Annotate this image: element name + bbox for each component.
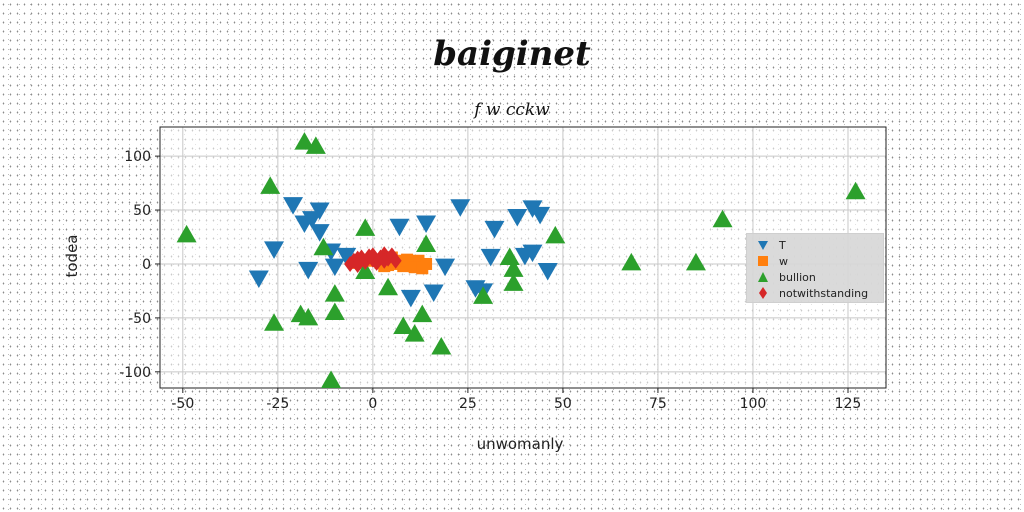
data-point xyxy=(283,197,304,215)
data-point xyxy=(248,270,269,288)
x-tick-label: -25 xyxy=(266,396,289,412)
data-point xyxy=(404,324,425,342)
data-point xyxy=(351,257,364,274)
data-point xyxy=(355,261,376,280)
data-point xyxy=(473,286,494,304)
data-point xyxy=(355,218,376,236)
y-tick-label: -50 xyxy=(128,311,151,327)
legend-label: w xyxy=(779,254,788,268)
legend-label: bullion xyxy=(779,270,816,284)
data-point xyxy=(423,284,444,303)
legend-entry-notwithstanding: notwithstanding xyxy=(757,285,868,301)
square-icon xyxy=(758,256,768,266)
data-point xyxy=(324,258,345,277)
y-tick-label: 0 xyxy=(142,257,151,273)
x-tick-label: 125 xyxy=(835,396,862,412)
chart-subtitle: f w cckw xyxy=(474,100,550,120)
data-point xyxy=(294,132,315,150)
legend-entry-t: T xyxy=(757,237,786,253)
x-tick-label: 0 xyxy=(368,396,377,412)
data-point xyxy=(264,241,285,259)
y-tick-label: 50 xyxy=(133,203,151,219)
data-point xyxy=(313,237,334,256)
data-point xyxy=(389,252,402,269)
data-point xyxy=(530,206,551,225)
data-point xyxy=(309,224,330,242)
data-point xyxy=(621,252,642,271)
legend: T w bullion notwithstanding xyxy=(746,233,884,303)
data-point xyxy=(393,316,414,335)
x-axis-label: unwomanly xyxy=(476,435,564,453)
legend-entry-bullion: bullion xyxy=(757,269,816,285)
y-axis-label: todea xyxy=(63,234,81,278)
data-point xyxy=(503,273,524,291)
data-point xyxy=(545,225,566,244)
data-point xyxy=(450,199,471,217)
data-point xyxy=(480,248,501,267)
diamond-icon xyxy=(759,287,767,299)
data-point xyxy=(507,209,528,227)
data-point xyxy=(484,220,505,239)
x-tick-label: 50 xyxy=(554,396,572,412)
data-point xyxy=(431,337,452,355)
data-point xyxy=(321,370,342,388)
data-point xyxy=(435,258,456,277)
data-point xyxy=(537,262,558,281)
chart-title: baiginet xyxy=(433,34,591,74)
data-point xyxy=(416,215,437,233)
data-point xyxy=(176,224,197,243)
data-point xyxy=(685,252,706,271)
data-point xyxy=(400,289,421,308)
data-point xyxy=(264,313,285,331)
legend-entry-w: w xyxy=(757,253,788,269)
x-tick-label: 100 xyxy=(740,396,767,412)
x-tick-label: 25 xyxy=(459,396,477,412)
data-point xyxy=(712,209,733,228)
data-point xyxy=(305,136,326,154)
data-point xyxy=(385,247,398,264)
data-point xyxy=(324,284,345,302)
triangle-up-icon xyxy=(758,272,768,282)
data-point xyxy=(298,307,319,326)
data-point xyxy=(499,247,520,265)
data-point xyxy=(416,262,429,275)
data-point xyxy=(309,202,330,221)
data-point xyxy=(416,234,437,253)
legend-label: T xyxy=(779,238,786,252)
plot-frame xyxy=(159,126,887,389)
data-point xyxy=(503,259,524,277)
x-tick-label: 75 xyxy=(649,396,667,412)
y-tick-label: -100 xyxy=(119,365,151,381)
data-point xyxy=(370,254,383,271)
data-point xyxy=(389,218,410,237)
data-point xyxy=(366,247,379,264)
data-point xyxy=(412,304,433,323)
x-tick-label: -50 xyxy=(171,396,194,412)
data-point xyxy=(845,181,866,200)
data-point xyxy=(298,261,319,280)
triangle-down-icon xyxy=(758,241,768,250)
data-point xyxy=(514,247,535,266)
data-point xyxy=(324,302,345,321)
data-point xyxy=(336,247,357,266)
data-point xyxy=(378,277,399,296)
legend-label: notwithstanding xyxy=(779,286,869,300)
data-point xyxy=(302,211,323,229)
y-tick-label: 100 xyxy=(124,149,151,165)
data-point xyxy=(260,176,281,194)
